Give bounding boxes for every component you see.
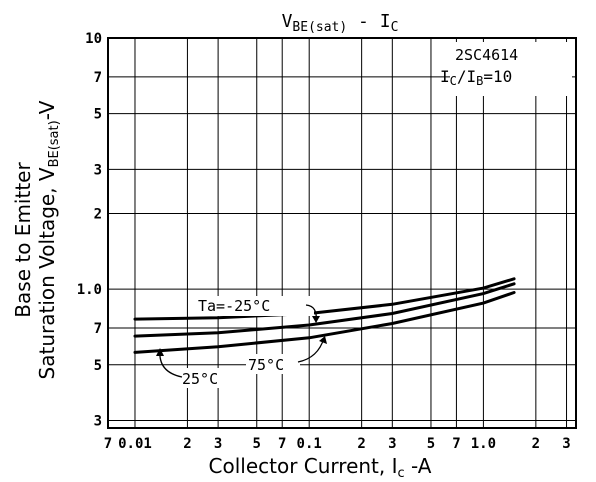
label-75-arrowhead	[319, 336, 327, 344]
ta-label-arrowhead	[312, 316, 320, 323]
y-tick-label: 7	[94, 321, 102, 337]
y-tick-label: 5	[94, 358, 102, 374]
y-tick-label: 10	[85, 31, 102, 47]
x-tick-label: 7	[452, 436, 460, 452]
y-axis-label-line1: Base to Emitter	[11, 162, 35, 318]
ta-label-bg	[196, 296, 314, 316]
x-tick-label: 5	[427, 436, 435, 452]
x-tick-labels: 7 0.01 2 3 5 7 0.1 2 3 5 7 1.0 2 3	[104, 436, 571, 452]
label-25-arrowhead	[156, 348, 164, 356]
y-tick-label: 1.0	[77, 282, 102, 298]
y-tick-label: 5	[94, 107, 102, 123]
y-tick-label: 2	[94, 207, 102, 223]
label-25-leader	[159, 349, 183, 378]
x-tick-label: 1.0	[471, 436, 496, 452]
x-tick-label: 7	[278, 436, 286, 452]
curve-2	[133, 282, 516, 338]
ta-25-label: Ta=-25°C	[198, 297, 270, 315]
x-tick-label: 3	[388, 436, 396, 452]
grid	[108, 38, 576, 428]
condition-label: IC/IB=10	[440, 67, 512, 88]
chart-title: VBE(sat) - IC	[282, 11, 399, 35]
part-number: 2SC4614	[455, 46, 518, 64]
x-tick-label: 0.1	[297, 436, 322, 452]
y-tick-label: 3	[94, 413, 102, 429]
curve-1	[133, 277, 516, 321]
x-tick-label: 7	[104, 436, 112, 452]
y-tick-labels: 3 5 7 1.0 2 3 5 7 10	[77, 31, 102, 429]
label-75-bg	[246, 354, 300, 374]
x-tick-label: 2	[532, 436, 540, 452]
x-tick-label: 5	[253, 436, 261, 452]
curve-3	[133, 291, 516, 354]
y-tick-label: 7	[94, 70, 102, 86]
x-tick-label: 3	[562, 436, 570, 452]
x-tick-label: 2	[183, 436, 191, 452]
label-75c: 75°C	[248, 356, 284, 374]
label-75-leader	[297, 337, 325, 363]
x-tick-label: 3	[214, 436, 222, 452]
plot-frame	[107, 37, 577, 429]
x-axis-label: Collector Current, Ic -A	[209, 454, 432, 481]
curves	[133, 277, 516, 354]
label-25-bg	[180, 368, 236, 388]
y-axis-label-line2: Saturation Voltage, VBE(sat)-V	[35, 100, 62, 379]
x-tick-label: 0.01	[118, 436, 152, 452]
y-tick-label: 3	[94, 162, 102, 178]
condition-box-bg	[450, 42, 572, 96]
label-25c: 25°C	[182, 370, 218, 388]
x-tick-label: 2	[357, 436, 365, 452]
